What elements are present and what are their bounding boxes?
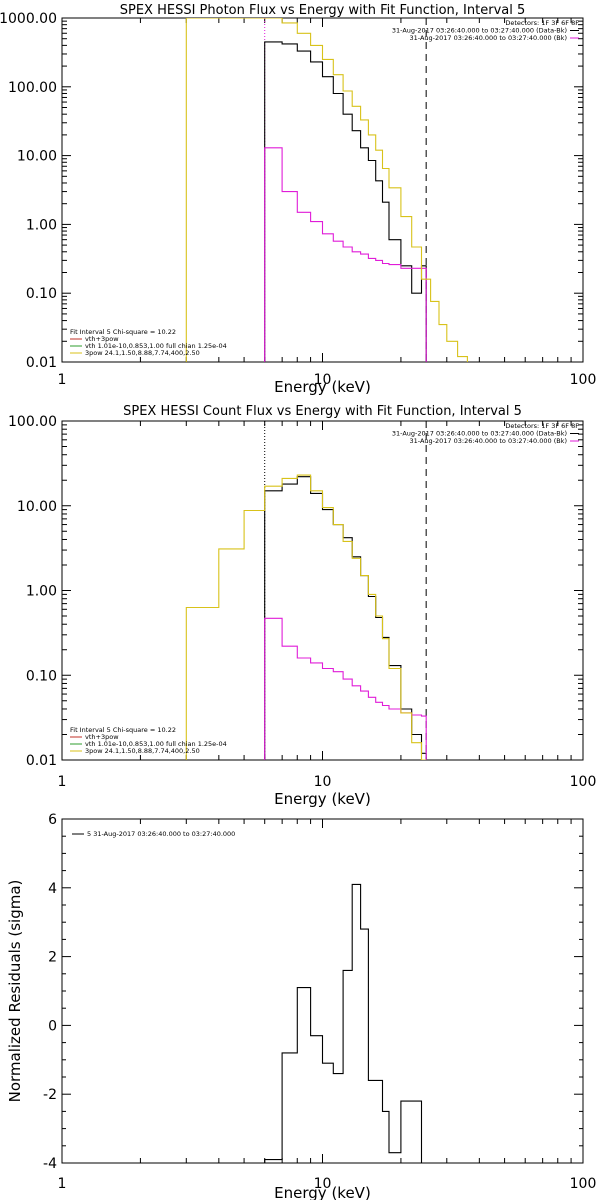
legend-entry: 31-Aug-2017 03:26:40.000 to 03:27:40.000… <box>410 34 567 42</box>
y-tick-label: 1.00 <box>26 217 57 233</box>
x-axis-label: Energy (keV) <box>274 1184 371 1200</box>
plot-frame <box>61 420 584 761</box>
fit-legend-entry: vth 1.01e-10,0.853,1.00 full chian 1.25e… <box>85 740 227 748</box>
y-tick-label: 2 <box>48 950 57 966</box>
y-tick-label: 1000.00 <box>0 11 57 27</box>
plot-area <box>185 18 468 362</box>
series-bk <box>264 617 427 760</box>
y-tick-label: -4 <box>43 1156 57 1172</box>
fit-legend-entry: vth+3pow <box>85 335 119 343</box>
x-axis-label: Energy (keV) <box>274 378 371 396</box>
legend-entry: 31-Aug-2017 03:26:40.000 to 03:27:40.000… <box>392 27 567 35</box>
plot-area <box>185 421 427 760</box>
chart-2: SPEX HESSI Count Flux vs Energy with Fit… <box>8 404 596 808</box>
fit-legend-header: Fit Interval 5 Chi-square = 10.22 <box>70 726 176 734</box>
x-tick-label: 100 <box>570 1176 597 1192</box>
chart-3: 1 10 100 -4 -2 0 2 4 6 Energy (keV) Normalized Res… <box>6 812 596 1200</box>
x-tick-label: 1 <box>58 774 67 790</box>
chart-title: SPEX HESSI Count Flux vs Energy with Fit… <box>123 404 522 419</box>
y-tick-label: 0.10 <box>26 668 57 684</box>
y-tick-label: 100.00 <box>8 414 57 430</box>
series-vth-3pow <box>185 474 427 760</box>
y-tick-label: 10.00 <box>17 149 57 165</box>
fit-legend-entry: 3pow 24.1,1.50,8.88,7.74,400,2.50 <box>85 747 200 755</box>
x-tick-label: 1 <box>58 1176 67 1192</box>
x-tick-label: 100 <box>570 372 597 388</box>
y-tick-label: -2 <box>43 1087 57 1103</box>
legend-entry: 31-Aug-2017 03:26:40.000 to 03:27:40.000… <box>392 430 567 438</box>
series-data-bk <box>264 41 427 362</box>
y-tick-label: 0 <box>48 1018 57 1034</box>
y-tick-label: 4 <box>48 881 57 897</box>
x-tick-label: 10 <box>314 774 332 790</box>
y-tick-label: 0.10 <box>26 286 57 302</box>
y-tick-label: 0.01 <box>26 355 57 371</box>
fit-legend-entry: 3pow 24.1,1.50,8.88,7.74,400,2.50 <box>85 349 200 357</box>
fit-legend-header: Fit Interval 5 Chi-square = 10.22 <box>70 328 176 336</box>
x-tick-label: 10 <box>314 1176 332 1192</box>
plot-area <box>264 883 427 1163</box>
chart-1: SPEX HESSI Photon Flux vs Energy with Fi… <box>0 3 596 396</box>
series-bk <box>264 147 427 362</box>
x-axis-label: Energy (keV) <box>274 790 371 808</box>
fit-legend-entry: vth+3pow <box>85 733 119 741</box>
y-tick-label: 6 <box>48 812 57 828</box>
x-tick-label: 1 <box>58 372 67 388</box>
legend-entry: Detectors: 1F 3F 6F 8F <box>505 422 579 430</box>
legend-entry: 31-Aug-2017 03:26:40.000 to 03:27:40.000… <box>410 437 567 445</box>
series-5 <box>264 883 427 1163</box>
chart-title: SPEX HESSI Photon Flux vs Energy with Fi… <box>120 3 526 18</box>
plot-frame <box>61 818 584 1164</box>
fit-legend-entry: vth 1.01e-10,0.853,1.00 full chian 1.25e… <box>85 342 227 350</box>
x-tick-label: 100 <box>570 774 597 790</box>
x-tick-label: 10 <box>314 372 332 388</box>
y-axis-label: Normalized Residuals (sigma) <box>6 880 24 1103</box>
series-vth-3pow <box>185 18 468 362</box>
y-tick-label: 10.00 <box>17 499 57 515</box>
legend-entry: Detectors: 1F 3F 6F 8F <box>505 19 579 27</box>
series-data-bk <box>264 476 427 760</box>
y-tick-label: 0.01 <box>26 753 57 769</box>
y-tick-label: 100.00 <box>8 80 57 96</box>
y-tick-label: 1.00 <box>26 584 57 600</box>
legend-entry: 5 31-Aug-2017 03:26:40.000 to 03:27:40.0… <box>87 830 235 838</box>
